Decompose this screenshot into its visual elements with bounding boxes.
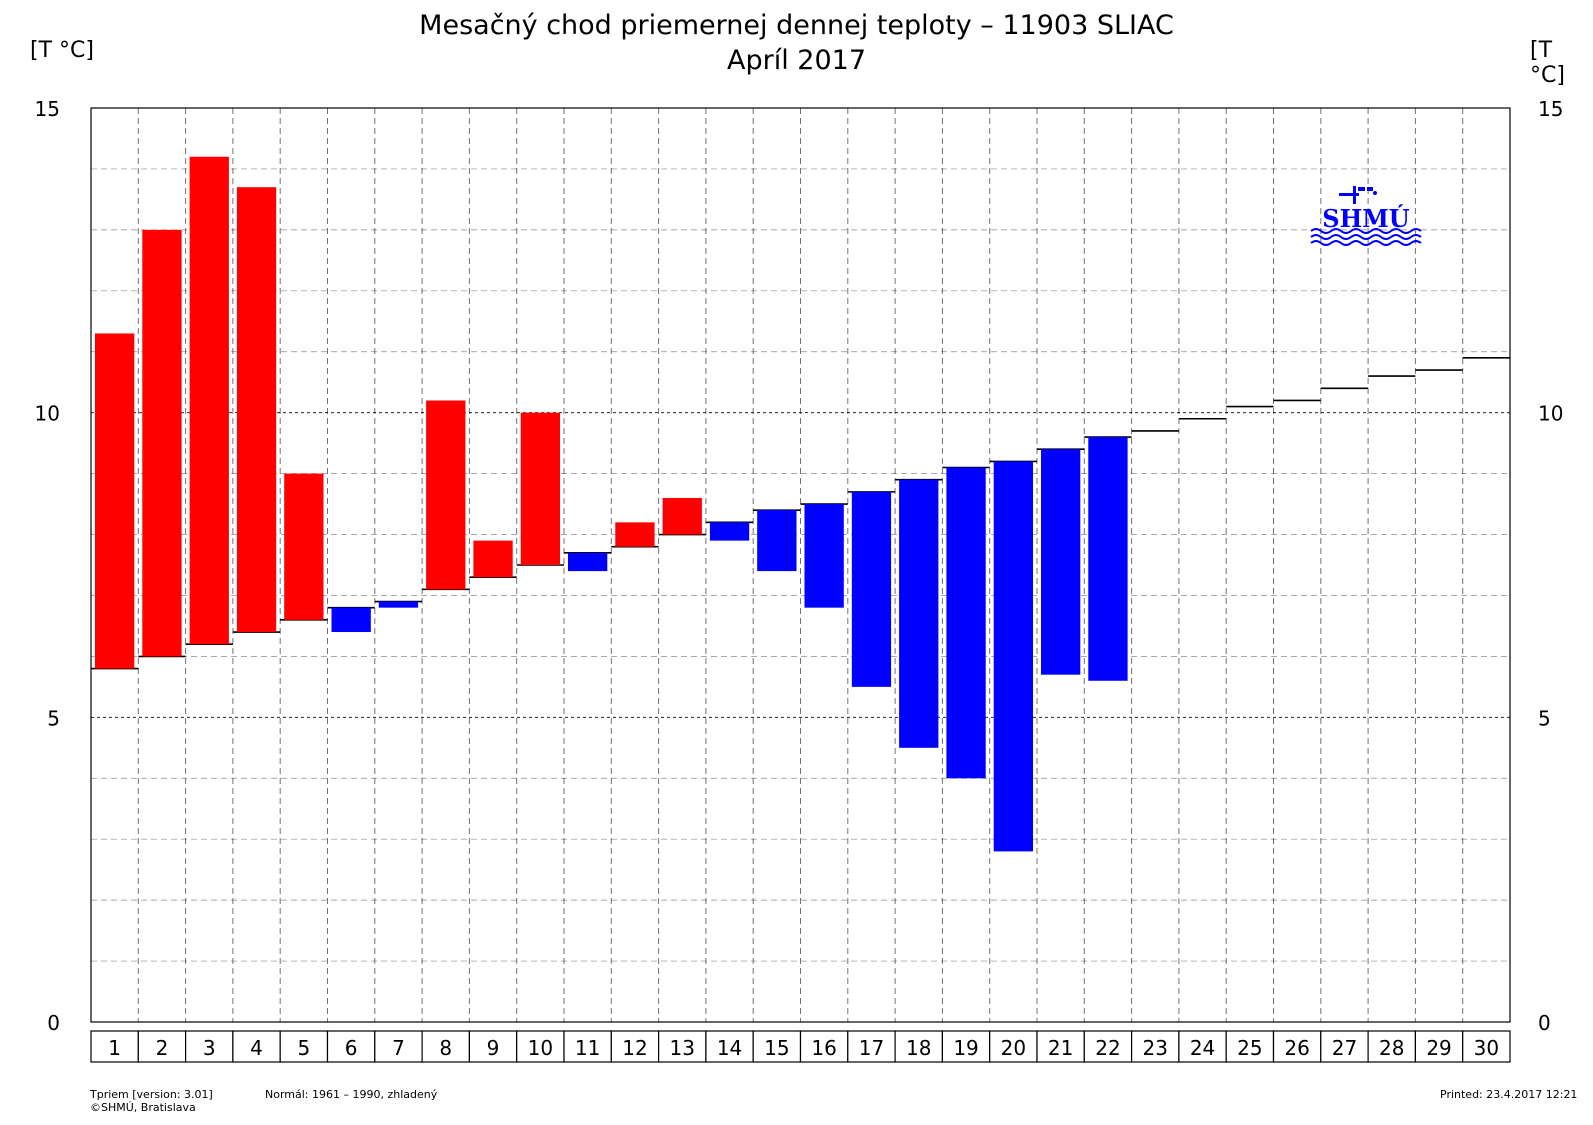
y-tick-label-right: 5 (1538, 706, 1551, 730)
chart-subtitle: Apríl 2017 (726, 45, 866, 76)
temperature-bar (189, 156, 229, 645)
y-tick-label-right: 15 (1538, 97, 1563, 121)
y-tick-label-right: 0 (1538, 1011, 1551, 1035)
footer-version: Tpriem [version: 3.01] ©SHMÚ, Bratislava (90, 1088, 213, 1114)
day-labels: 1 2 3 4 5 6 7 8 9 10 11 12 13 14 15 16 17 18 19 20 21 22 23 24 2… (90, 1030, 1511, 1063)
day-label: 30 (1474, 1036, 1499, 1060)
day-label: 5 (297, 1036, 310, 1060)
day-label-box (185, 1030, 234, 1063)
temperature-bar (804, 504, 844, 608)
day-label: 21 (1048, 1036, 1073, 1060)
temperature-bar (331, 607, 371, 633)
y-axis-label-left: [T °C] (30, 38, 94, 63)
day-label-box (516, 1030, 565, 1063)
day-label-box (989, 1030, 1038, 1063)
day-label-box (1083, 1030, 1133, 1063)
day-label-box (421, 1030, 471, 1063)
temperature-bar (426, 400, 466, 590)
day-label-box (847, 1030, 896, 1063)
grid (91, 108, 1510, 1022)
day-label: 20 (1001, 1036, 1026, 1060)
footer-version-text: Tpriem [version: 3.01] (90, 1088, 213, 1101)
temperature-bar (1088, 437, 1128, 681)
day-label: 10 (528, 1036, 553, 1060)
day-label: 9 (487, 1036, 500, 1060)
footer-normal: Normál: 1961 – 1990, zhladený (265, 1088, 438, 1101)
y-tick-label-right: 10 (1538, 402, 1563, 426)
day-label: 29 (1426, 1036, 1451, 1060)
day-label: 23 (1143, 1036, 1168, 1060)
day-label: 24 (1190, 1036, 1215, 1060)
day-label-box (657, 1030, 707, 1063)
temperature-bar (993, 461, 1033, 852)
y-axis-label-right: [T °C] (1530, 38, 1565, 88)
day-label: 6 (345, 1036, 358, 1060)
day-label: 16 (811, 1036, 836, 1060)
day-label: 12 (622, 1036, 647, 1060)
day-label: 7 (392, 1036, 405, 1060)
temperature-bar (520, 412, 560, 565)
day-label: 8 (439, 1036, 452, 1060)
day-label: 19 (953, 1036, 978, 1060)
day-label: 15 (764, 1036, 789, 1060)
y-tick-label-left: 15 (35, 97, 60, 121)
plot-frame (90, 107, 1511, 1023)
day-label-box (1225, 1030, 1275, 1063)
temperature-bar (899, 479, 939, 748)
day-label-box (610, 1030, 660, 1063)
day-label-box (1367, 1030, 1416, 1063)
temperature-bar (378, 601, 419, 608)
day-label: 27 (1332, 1036, 1357, 1060)
day-label-box (1178, 1030, 1227, 1063)
day-label-box (941, 1030, 991, 1063)
temperature-bar (615, 522, 655, 547)
temperature-bar (284, 473, 324, 620)
day-label: 26 (1284, 1036, 1309, 1060)
temperature-bar (473, 540, 513, 578)
y-tick-label-left: 5 (47, 706, 60, 730)
day-label-box (1462, 1030, 1511, 1063)
temperature-bar (236, 187, 277, 633)
day-label-box (326, 1030, 376, 1063)
axes: 0 0 5 5 10 10 15 15 (35, 97, 1564, 1035)
day-label: 3 (203, 1036, 216, 1060)
temperature-bar (757, 510, 797, 572)
day-label-box (137, 1030, 187, 1063)
shmu-logo: SHMÚ (1310, 186, 1422, 246)
footer-printed: Printed: 23.4.2017 12:21 (1440, 1088, 1578, 1101)
temperature-bar (662, 497, 702, 535)
temperature-bar (851, 491, 892, 687)
day-label-box (90, 1030, 139, 1063)
day-label: 17 (859, 1036, 884, 1060)
day-label-box (279, 1030, 329, 1063)
day-label-box (1130, 1030, 1180, 1063)
y-tick-label-left: 0 (47, 1011, 60, 1035)
day-label: 4 (250, 1036, 263, 1060)
day-label: 18 (906, 1036, 931, 1060)
day-label: 25 (1237, 1036, 1262, 1060)
day-label: 11 (575, 1036, 600, 1060)
day-label: 13 (670, 1036, 695, 1060)
temperature-bar (709, 522, 750, 541)
temperature-bar (95, 333, 135, 669)
day-label: 2 (156, 1036, 169, 1060)
day-label: 14 (717, 1036, 742, 1060)
day-label-box (374, 1030, 423, 1063)
day-label: 1 (108, 1036, 121, 1060)
temperature-bar (142, 229, 182, 657)
temperature-bar (568, 552, 608, 572)
day-label-box (752, 1030, 802, 1063)
temperature-bar (1041, 449, 1081, 675)
footer-copyright: ©SHMÚ, Bratislava (90, 1101, 196, 1114)
temperature-bars (95, 156, 1128, 852)
temperature-bar (946, 467, 986, 779)
chart-title: Mesačný chod priemernej dennej teploty –… (419, 10, 1174, 41)
day-label: 22 (1095, 1036, 1120, 1060)
y-tick-label-left: 10 (35, 402, 60, 426)
day-label: 28 (1379, 1036, 1404, 1060)
day-label-box (563, 1030, 612, 1063)
